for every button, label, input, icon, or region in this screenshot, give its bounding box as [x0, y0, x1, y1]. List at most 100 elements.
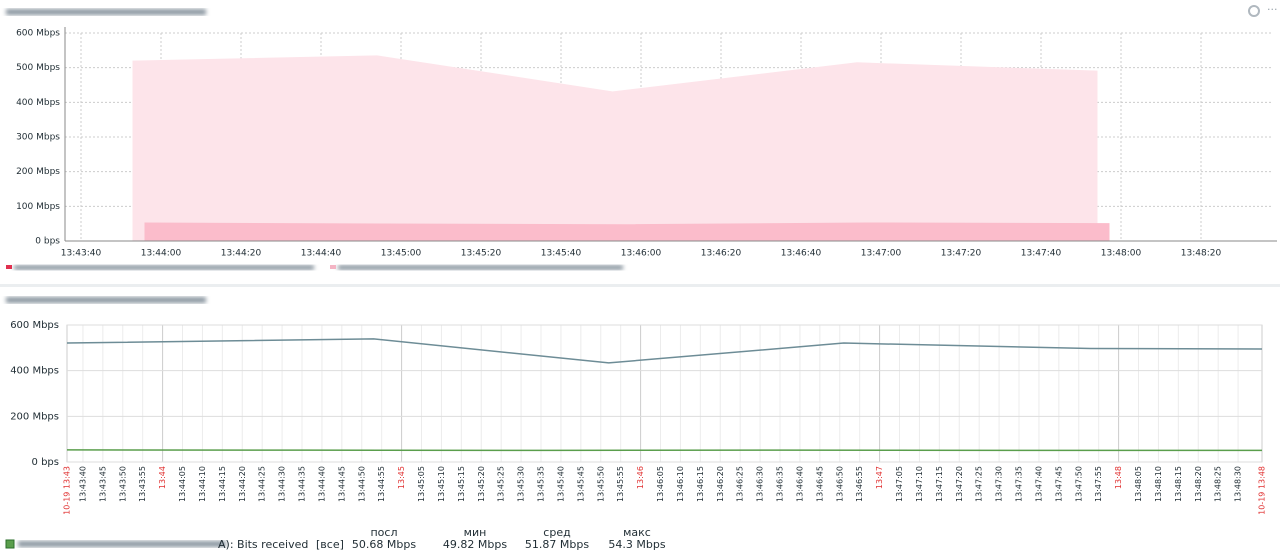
- x-tick-label: 13:46: [636, 466, 645, 489]
- x-tick-label: 13:47:15: [935, 466, 944, 502]
- area: [133, 56, 1097, 241]
- widget-title-blurred: [6, 297, 206, 303]
- x-tick-label: 13:46:20: [701, 249, 742, 259]
- x-tick-label: 13:45:35: [537, 466, 546, 502]
- x-tick-label: 13:47: [875, 466, 884, 489]
- x-tick-label: 13:44:00: [141, 249, 182, 259]
- y-tick-label: 400 Mbps: [16, 98, 60, 108]
- plot-frame: [67, 325, 1262, 462]
- x-tick-label: 13:47:20: [955, 466, 964, 502]
- x-tick-label: 13:47:20: [941, 249, 982, 259]
- x-tick-label: 13:46:00: [621, 249, 662, 259]
- x-tick-label: 13:43:40: [61, 249, 102, 259]
- x-tick-label: 13:48:10: [1154, 466, 1163, 502]
- x-tick-label: 13:44:45: [337, 466, 346, 502]
- legend-stat: 54.3 Mbps: [608, 538, 665, 551]
- x-tick-label: 13:47:00: [861, 249, 902, 259]
- y-tick-label: 200 Mbps: [16, 167, 60, 177]
- x-tick-label: 13:44:30: [278, 466, 287, 502]
- x-tick-label: 13:43:55: [138, 466, 147, 502]
- x-tick-label: 13:46:50: [835, 466, 844, 502]
- legend-swatch: [6, 265, 12, 269]
- x-tick-label: 13:46:35: [776, 466, 785, 502]
- legend-name-blurred: [338, 265, 623, 270]
- x-tick-label: 13:47:25: [975, 466, 984, 502]
- x-tick-label: 13:45:55: [616, 466, 625, 502]
- x-tick-label: 13:44:55: [377, 466, 386, 502]
- x-tick-label: 13:46:45: [815, 466, 824, 502]
- area: [145, 223, 1109, 241]
- x-tick-label: 13:44:40: [301, 249, 342, 259]
- y-tick-label: 200 Mbps: [10, 411, 59, 422]
- x-tick-label: 13:44:40: [317, 466, 326, 502]
- x-tick-label: 13:44:50: [357, 466, 366, 502]
- x-tick-label: 13:47:35: [1015, 466, 1024, 502]
- x-tick-label: 13:48:20: [1181, 249, 1222, 259]
- widget-title-blurred: [6, 9, 206, 15]
- x-tick-label: 13:46:25: [736, 466, 745, 502]
- x-tick-label: 13:45:30: [517, 466, 526, 502]
- x-tick-label: 13:47:30: [995, 466, 1004, 502]
- x-tick-label: 13:48:00: [1101, 249, 1142, 259]
- x-tick-label: 13:48: [1114, 466, 1123, 489]
- legend-name-blurred: [18, 541, 226, 547]
- x-tick-label: 13:47:40: [1034, 466, 1043, 502]
- y-tick-label: 100 Mbps: [16, 202, 60, 212]
- x-tick-label: 13:44:20: [238, 466, 247, 502]
- settings-icon[interactable]: [1249, 6, 1259, 16]
- x-tick-label: 13:45:00: [381, 249, 422, 259]
- x-tick-label: 13:43:40: [78, 466, 87, 502]
- more-icon[interactable]: ···: [1267, 3, 1278, 16]
- x-tick-label: 13:46:40: [795, 466, 804, 502]
- legend-name: A): Bits received: [218, 538, 308, 551]
- x-tick-label: 13:44:20: [221, 249, 262, 259]
- x-tick-label: 13:45:40: [556, 466, 565, 502]
- x-tick-label: 13:46:10: [676, 466, 685, 502]
- x-tick-label: 13:48:15: [1174, 466, 1183, 502]
- x-tick-label: 13:48:05: [1134, 466, 1143, 502]
- y-tick-label: 300 Mbps: [16, 133, 60, 143]
- y-tick-label: 500 Mbps: [16, 63, 60, 73]
- x-tick-label: 13:47:45: [1054, 466, 1063, 502]
- x-tick-label: 13:45:20: [461, 249, 502, 259]
- x-tick-label: 13:48:20: [1194, 466, 1203, 502]
- x-tick-label: 13:46:55: [855, 466, 864, 502]
- x-tick-label: 13:47:05: [895, 466, 904, 502]
- x-tick-label: 13:46:20: [716, 466, 725, 502]
- legend-stat: 50.68 Mbps: [352, 538, 416, 551]
- x-tick-label: 13:44:05: [178, 466, 187, 502]
- x-tick-label: 13:45: [397, 466, 406, 489]
- legend-name-blurred: [14, 265, 314, 270]
- y-tick-label: 600 Mbps: [16, 29, 60, 39]
- legend-scope: [все]: [316, 538, 344, 551]
- x-tick-label: 13:45:50: [596, 466, 605, 502]
- x-tick-label: 13:47:55: [1094, 466, 1103, 502]
- legend-stat: 49.82 Mbps: [443, 538, 507, 551]
- x-tick-label: 13:48:25: [1214, 466, 1223, 502]
- x-tick-label: 13:45:40: [541, 249, 582, 259]
- legend-swatch: [330, 265, 336, 269]
- line: [67, 339, 1262, 363]
- legend-stat: 51.87 Mbps: [525, 538, 589, 551]
- x-tick-label: 13:48:30: [1234, 466, 1243, 502]
- x-tick-label: 13:45:45: [576, 466, 585, 502]
- x-tick-label: 13:46:15: [696, 466, 705, 502]
- x-tick-label: 13:46:05: [656, 466, 665, 502]
- x-tick-label: 13:43:45: [98, 466, 107, 502]
- x-tick-label: 13:44: [158, 466, 167, 489]
- y-tick-label: 400 Mbps: [10, 366, 59, 377]
- x-tick-label: 13:47:10: [915, 466, 924, 502]
- x-tick-label: 13:43:50: [118, 466, 127, 502]
- x-tick-label: 13:45:25: [497, 466, 506, 502]
- x-tick-label: 13:44:25: [258, 466, 267, 502]
- widget-separator: [0, 284, 1280, 287]
- x-tick-label: 13:47:40: [1021, 249, 1062, 259]
- x-tick-label: 13:45:15: [457, 466, 466, 502]
- y-tick-label: 0 bps: [32, 457, 59, 468]
- x-tick-label: 13:44:10: [198, 466, 207, 502]
- x-tick-label: 13:46:40: [781, 249, 822, 259]
- x-tick-label: 13:46:30: [756, 466, 765, 502]
- x-tick-label: 13:44:15: [218, 466, 227, 502]
- y-tick-label: 0 bps: [35, 237, 60, 247]
